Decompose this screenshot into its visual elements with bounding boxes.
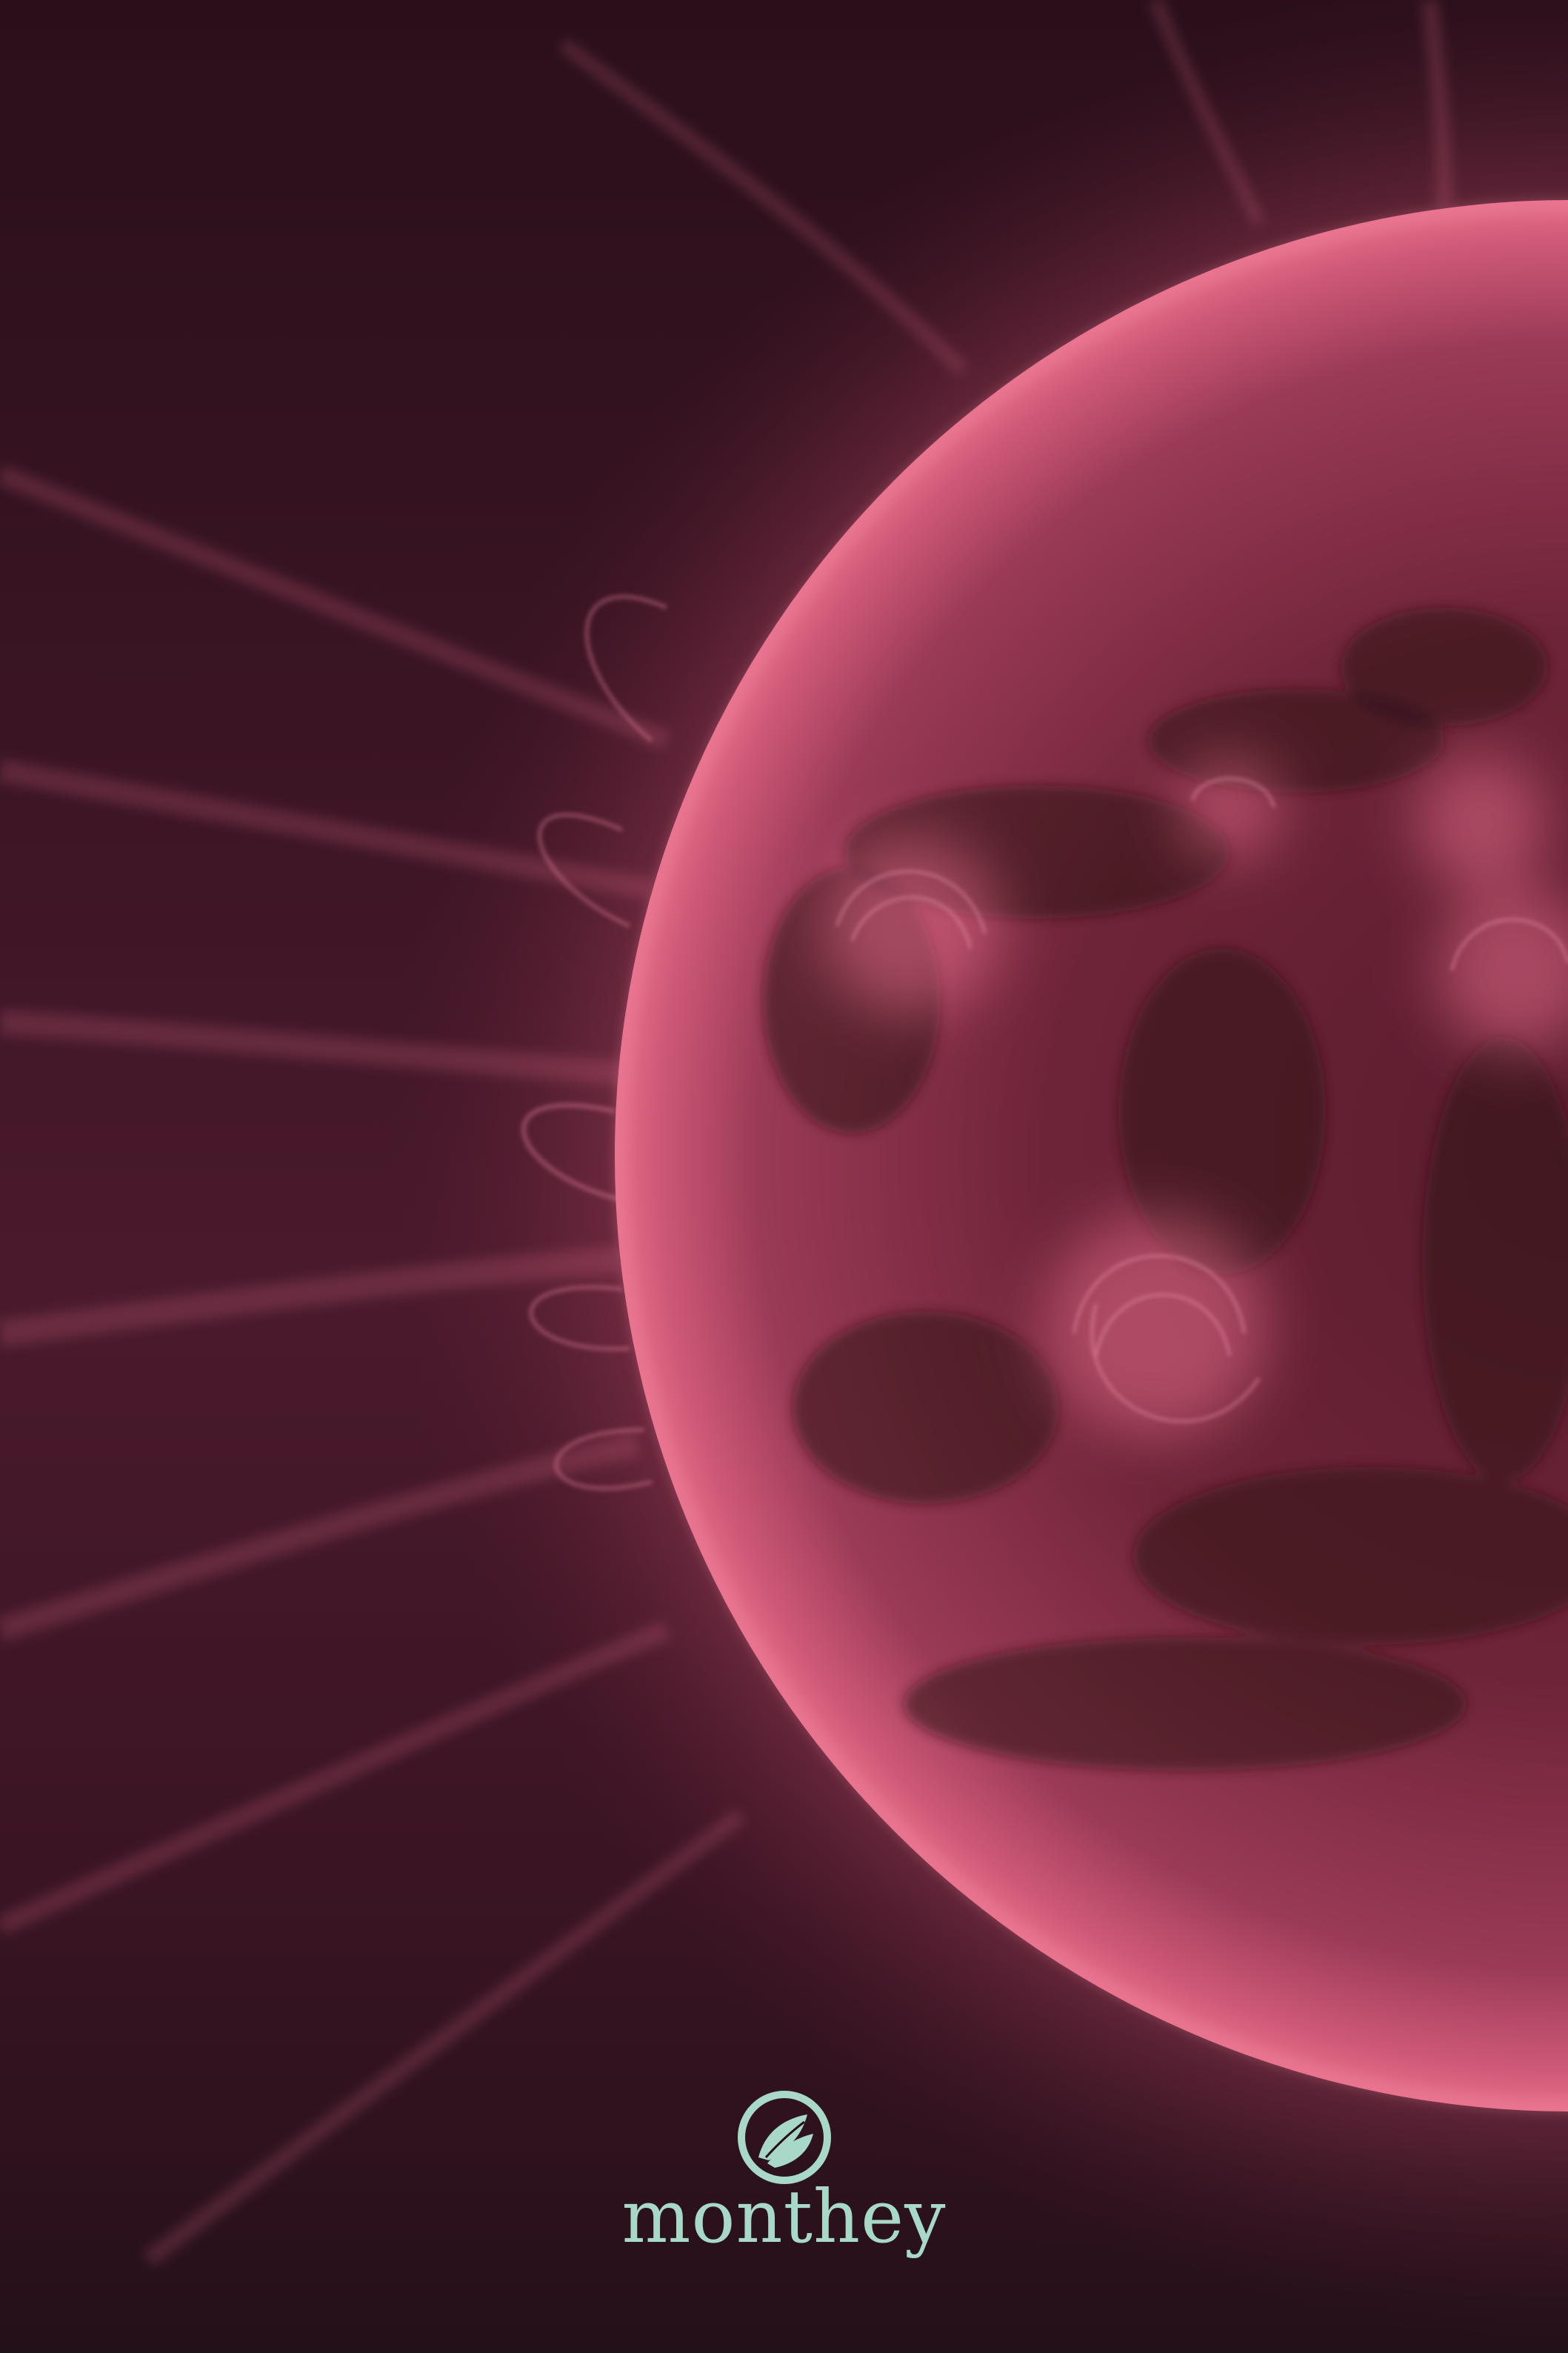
brand-logo: monthey: [0, 2089, 1568, 2254]
leaf-emblem-icon: [737, 2091, 831, 2184]
coronal-loops: [521, 594, 668, 1491]
coronal-holes: [763, 608, 1568, 1771]
brand-name: monthey: [621, 2175, 947, 2260]
sun-limb: [615, 201, 1568, 2111]
active-regions: [822, 756, 1568, 1437]
coronal-streamers: [0, 0, 1452, 2266]
